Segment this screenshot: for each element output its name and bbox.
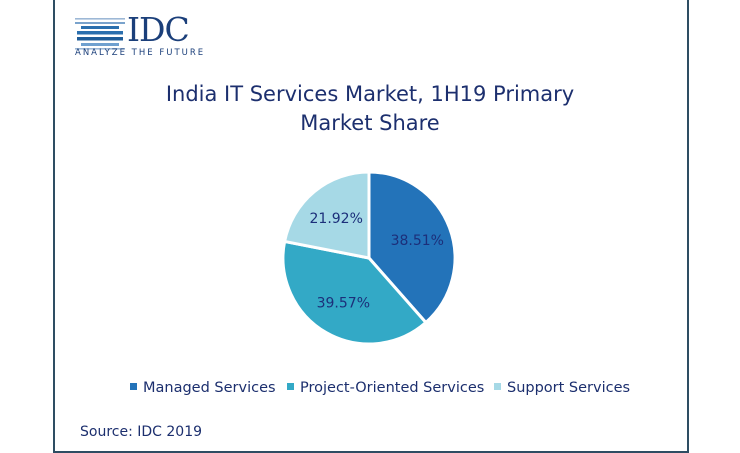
legend-item-project-oriented-services: Project-Oriented Services xyxy=(287,380,484,396)
source-note: Source: IDC 2019 xyxy=(80,424,203,440)
pie-slice-project-oriented-services xyxy=(281,239,428,346)
data-label: 21.92% xyxy=(310,211,363,227)
logo-tagline: ANALYZE THE FUTURE xyxy=(75,48,206,58)
data-label: 38.51% xyxy=(391,233,444,249)
pie-slice-managed-services xyxy=(367,170,457,325)
legend-item-support-services: Support Services xyxy=(494,380,630,396)
legend-label: Managed Services xyxy=(143,380,276,396)
chart-title-line-2: Market Share xyxy=(300,111,440,135)
legend-swatch xyxy=(287,383,294,390)
chart-title-line-1: India IT Services Market, 1H19 Primary xyxy=(165,82,575,106)
idc-logo-globe-icon xyxy=(75,18,125,50)
legend-swatch xyxy=(130,383,137,390)
legend-label: Support Services xyxy=(507,380,631,396)
legend-item-managed-services: Managed Services xyxy=(130,380,276,396)
logo-text: IDC xyxy=(127,10,190,49)
legend-label: Project-Oriented Services xyxy=(300,380,485,396)
legend-swatch xyxy=(494,383,501,390)
data-label: 39.57% xyxy=(317,296,370,312)
pie-slice-support-services xyxy=(282,170,371,260)
chart-title: India IT Services Market, 1H19 Primary M… xyxy=(100,80,640,138)
